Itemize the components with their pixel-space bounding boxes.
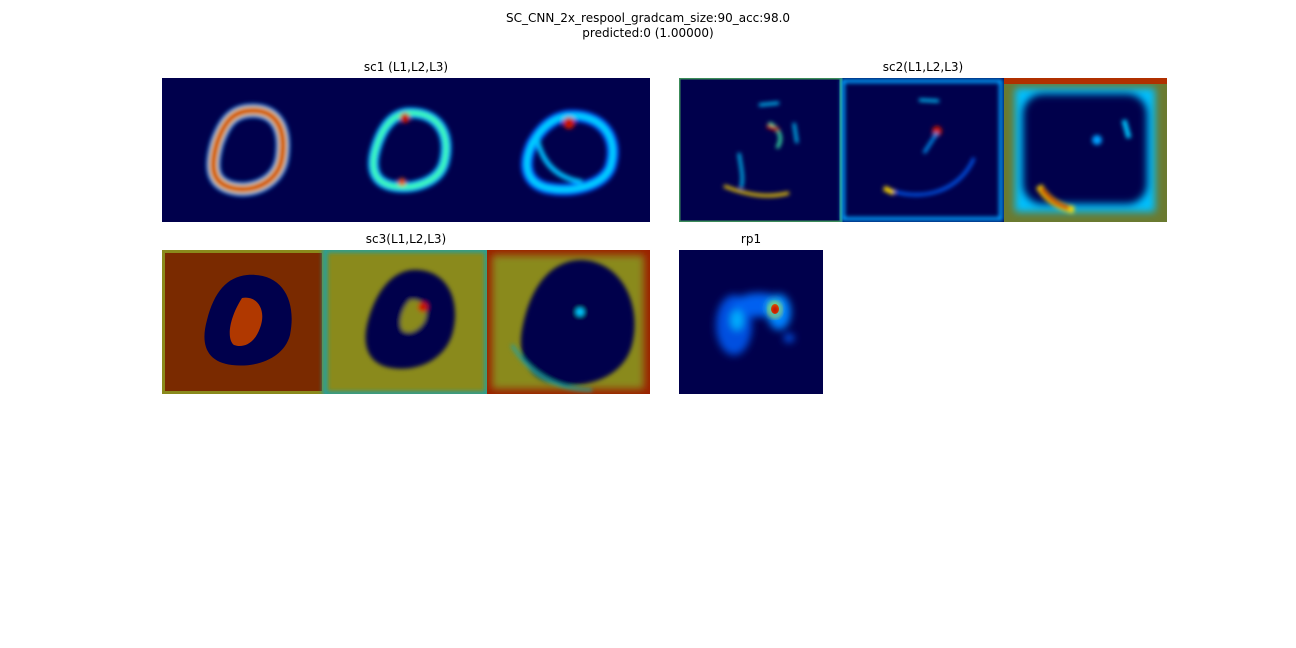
figure-title-line1: SC_CNN_2x_respool_gradcam_size:90_acc:98… — [505, 11, 791, 25]
panel-title-sc3: sc3(L1,L2,L3) — [365, 232, 447, 246]
figure-title-line2: predicted:0 (1.00000) — [582, 26, 714, 40]
heatmap-rp1-image — [679, 250, 823, 394]
figure-title: SC_CNN_2x_respool_gradcam_size:90_acc:98… — [0, 11, 1296, 41]
panel-title-sc1: sc1 (L1,L2,L3) — [363, 60, 449, 74]
heatmap-sc2-image — [679, 78, 1167, 222]
heatmap-sc3-image — [162, 250, 650, 394]
heatmap-panel-sc1 — [162, 78, 650, 222]
heatmap-panel-sc2 — [679, 78, 1167, 222]
heatmap-panel-sc3 — [162, 250, 650, 394]
heatmap-sc1-image — [162, 78, 650, 222]
heatmap-panel-rp1 — [679, 250, 823, 394]
panel-title-sc2: sc2(L1,L2,L3) — [882, 60, 964, 74]
panel-title-rp1: rp1 — [740, 232, 762, 246]
